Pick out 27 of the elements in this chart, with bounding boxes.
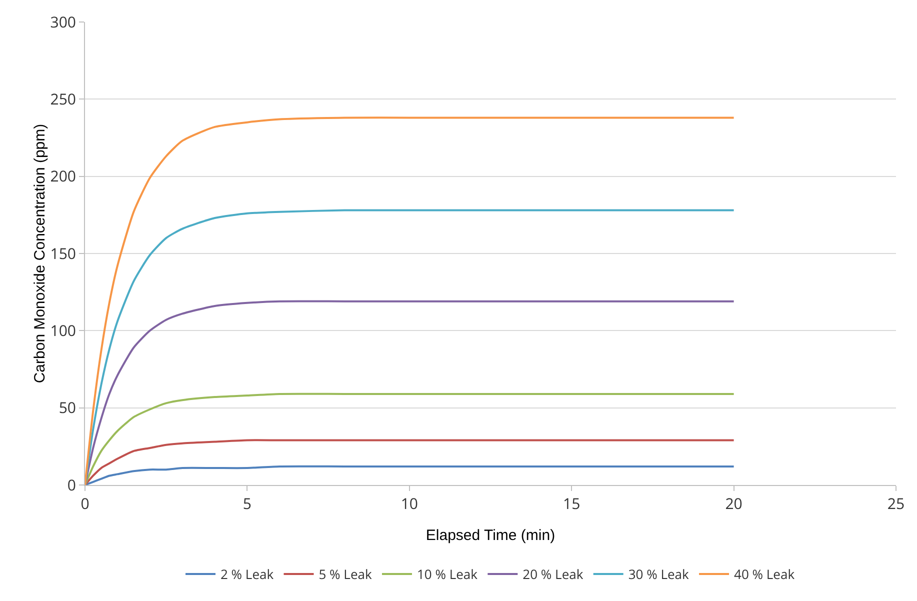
x-tick-label: 20 (725, 494, 742, 514)
y-tick-label: 50 (58, 398, 76, 418)
y-tick-label: 200 (50, 166, 76, 187)
x-axis-title: Elapsed Time (min) (426, 527, 556, 544)
legend-label: 5 % Leak (318, 565, 372, 584)
line-series (85, 300, 735, 485)
x-tick-label: 25 (887, 494, 905, 514)
x-tick-label: 5 (242, 494, 252, 514)
legend-label: 40 % Leak (734, 565, 795, 584)
legend-label: 2 % Leak (220, 565, 274, 584)
y-tick-label: 150 (50, 244, 76, 264)
line-series (85, 439, 735, 485)
y-tick-label: 0 (67, 475, 76, 496)
legend-label: 10 % Leak (416, 565, 478, 584)
line-series (85, 465, 735, 485)
y-tick-label: 100 (50, 320, 76, 341)
y-axis-title: Carbon Monoxide Concentration (ppm) (31, 124, 48, 384)
legend-label: 20 % Leak (522, 565, 584, 584)
x-tick-label: 0 (80, 494, 90, 514)
line-series (85, 392, 735, 485)
x-tick-label: 15 (563, 494, 580, 514)
x-tick-label: 10 (400, 494, 418, 514)
y-tick-label: 300 (50, 12, 76, 32)
legend-label: 30 % Leak (628, 565, 690, 584)
line-series (85, 116, 735, 485)
line-series (85, 209, 735, 485)
y-tick-label: 250 (50, 89, 76, 110)
